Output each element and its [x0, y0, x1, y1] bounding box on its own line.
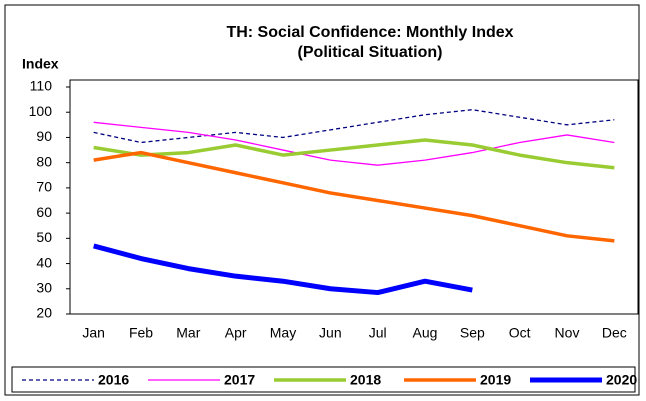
frame — [4, 4, 640, 396]
y-tick-label: 30 — [36, 279, 52, 295]
y-tick-label: 60 — [36, 204, 52, 220]
legend-label: 2018 — [350, 372, 381, 388]
x-tick-label: Aug — [413, 325, 438, 341]
x-tick-label: Nov — [555, 325, 580, 341]
x-tick-label: Sep — [460, 325, 485, 341]
legend-label: 2020 — [606, 372, 637, 388]
x-tick-label: Jun — [319, 325, 342, 341]
series-line — [93, 150, 615, 243]
x-tick-label: Jul — [369, 325, 387, 341]
x-tick-label: May — [270, 325, 296, 341]
x-tick-label: Apr — [225, 325, 247, 341]
x-tick-label: Oct — [509, 325, 531, 341]
y-tick-label: 40 — [36, 254, 52, 270]
y-tick-label: 70 — [36, 179, 52, 195]
y-tick-label: 50 — [36, 229, 52, 245]
legend-label: 2016 — [98, 372, 129, 388]
y-tick-label: 100 — [29, 103, 53, 119]
series-line — [93, 138, 615, 170]
plot-area — [69, 79, 639, 315]
x-tick-label: Mar — [176, 325, 200, 341]
y-tick-label: 110 — [30, 78, 53, 94]
y-tick-label: 20 — [36, 305, 52, 321]
y-axis-label: Index — [22, 56, 59, 72]
chart-title: TH: Social Confidence: Monthly Index — [226, 24, 513, 41]
series-line — [93, 243, 473, 296]
series-line — [93, 121, 615, 166]
y-tick-label: 90 — [36, 128, 52, 144]
x-tick-label: Dec — [602, 325, 627, 341]
x-tick-label: Jan — [82, 325, 105, 341]
legend-label: 2017 — [224, 372, 255, 388]
y-tick-label: 80 — [36, 153, 52, 169]
legend-label: 2019 — [480, 372, 511, 388]
chart-subtitle: (Political Situation) — [298, 44, 443, 61]
x-tick-label: Feb — [129, 325, 153, 341]
